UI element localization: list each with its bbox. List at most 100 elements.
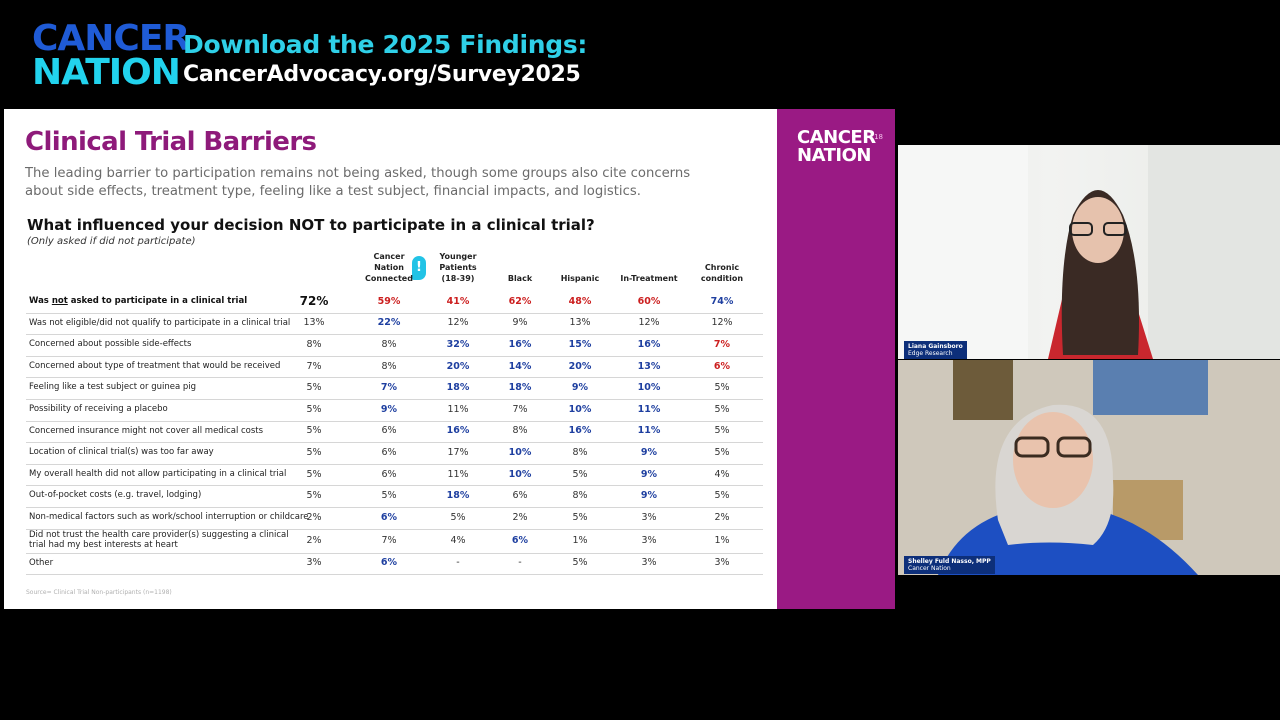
- row-value: 6%: [381, 468, 397, 480]
- column-header-line3: Hispanic: [560, 274, 600, 283]
- row-value: 22%: [377, 317, 401, 329]
- row-value: 7%: [512, 403, 528, 415]
- participant-org: Edge Research: [908, 350, 953, 357]
- row-value: 11%: [447, 403, 469, 415]
- row-value: 18%: [446, 382, 470, 394]
- row-value: 5%: [572, 511, 588, 523]
- row-value: 16%: [446, 425, 470, 437]
- table-row: Concerned about type of treatment that w…: [26, 356, 763, 379]
- row-value: 14%: [508, 360, 532, 372]
- video-tile-speaker-2[interactable]: Shelley Fuld Nasso, MPP Cancer Nation: [898, 360, 1280, 575]
- row-value: 17%: [447, 446, 469, 458]
- row-label: Location of clinical trial(s) was too fa…: [29, 447, 214, 458]
- table-row: Possibility of receiving a placebo 5% 9% 11…: [26, 399, 763, 422]
- row-value: 18%: [446, 490, 470, 502]
- row-value: 2%: [512, 511, 528, 523]
- slide-side-panel: CANCER NATION 18: [777, 109, 895, 609]
- row-total-value: 5%: [306, 490, 322, 502]
- row-value: 10%: [508, 446, 532, 458]
- row-value: 11%: [447, 468, 469, 480]
- row-value: 10%: [568, 403, 592, 415]
- banner-url: CancerAdvocacy.org/Survey2025: [183, 62, 581, 87]
- row-total-value: 5%: [306, 446, 322, 458]
- row-value: 3%: [641, 511, 657, 523]
- row-total-value: 5%: [306, 468, 322, 480]
- row-value: 5%: [381, 490, 397, 502]
- logo-line1: CANCER: [32, 18, 190, 59]
- row-value: 7%: [713, 338, 731, 350]
- survey-question: What influenced your decision NOT to par…: [27, 216, 595, 234]
- row-value: 1%: [572, 534, 588, 546]
- row-label: Was not asked to participate in a clinic…: [29, 296, 248, 306]
- row-value: 5%: [572, 557, 588, 569]
- column-header-line2: Chronic: [704, 263, 740, 272]
- row-total-value: 7%: [306, 360, 322, 372]
- table-row: Was not eligible/did not qualify to part…: [26, 313, 763, 336]
- row-value: 5%: [714, 446, 730, 458]
- row-total-value: 8%: [306, 338, 322, 350]
- row-value: 6%: [713, 360, 731, 372]
- side-logo-line2: NATION: [797, 145, 871, 166]
- row-label: Did not trust the health care provider(s…: [29, 529, 289, 550]
- column-header-line2: [615, 262, 683, 273]
- column-header-line3: Black: [507, 274, 533, 283]
- row-value: -: [456, 557, 460, 569]
- table-row: Concerned insurance might not cover all …: [26, 421, 763, 444]
- row-value: 11%: [637, 425, 661, 437]
- row-value: 12%: [711, 317, 733, 329]
- row-value: 16%: [508, 338, 532, 350]
- participant-video-1: [898, 145, 1280, 359]
- row-value: 20%: [446, 360, 470, 372]
- row-total-value: 5%: [306, 425, 322, 437]
- row-value: 6%: [512, 490, 528, 502]
- slide-title: Clinical Trial Barriers: [25, 127, 317, 157]
- exclamation-flag-icon: !: [412, 256, 426, 280]
- row-value: 6%: [511, 534, 529, 546]
- row-value: 9%: [640, 490, 658, 502]
- row-label: Feeling like a test subject or guinea pi…: [29, 382, 197, 393]
- row-value: 10%: [508, 468, 532, 480]
- row-value: 18%: [508, 382, 532, 394]
- column-header-line2: Nation: [374, 263, 404, 272]
- row-value: 59%: [377, 295, 401, 307]
- row-value: 9%: [512, 317, 528, 329]
- row-value: 6%: [380, 557, 398, 569]
- row-value: 15%: [568, 338, 592, 350]
- row-value: 3%: [641, 534, 657, 546]
- row-label: Concerned insurance might not cover all …: [29, 425, 264, 436]
- row-value: 8%: [381, 360, 397, 372]
- column-header: Black: [486, 251, 554, 284]
- column-header-line2: Patients: [439, 263, 477, 272]
- row-value: 13%: [637, 360, 661, 372]
- side-logo: CANCER NATION: [797, 129, 876, 165]
- column-header-line3: In-Treatment: [620, 274, 678, 283]
- column-header: Younger Patients (18-39): [424, 251, 492, 284]
- row-value: 16%: [568, 425, 592, 437]
- row-label: Non-medical factors such as work/school …: [29, 512, 309, 522]
- row-value: 3%: [714, 557, 730, 569]
- row-total-value: 2%: [306, 511, 322, 523]
- column-header: Chronic condition: [688, 251, 756, 284]
- row-value: 4%: [450, 534, 466, 546]
- row-value: 12%: [447, 317, 469, 329]
- row-value: 8%: [572, 490, 588, 502]
- row-value: 11%: [637, 403, 661, 415]
- table-row: Concerned about possible side-effects 8% 8…: [26, 334, 763, 357]
- participant-nametag-2: Shelley Fuld Nasso, MPP Cancer Nation: [904, 556, 995, 574]
- column-header: Cancer Nation Connected: [355, 251, 423, 284]
- table-row: My overall health did not allow particip…: [26, 464, 763, 487]
- row-value: 1%: [714, 534, 730, 546]
- row-value: 5%: [714, 425, 730, 437]
- column-header-line2: [486, 262, 554, 273]
- row-value: 9%: [380, 403, 398, 415]
- presentation-slide: Clinical Trial Barriers The leading barr…: [4, 109, 777, 609]
- video-tile-speaker-1[interactable]: Liana Gainsboro Edge Research: [898, 145, 1280, 359]
- row-value: 9%: [571, 382, 589, 394]
- row-value: 6%: [381, 425, 397, 437]
- row-value: 16%: [637, 338, 661, 350]
- column-header-line1: [546, 251, 614, 262]
- row-value: 74%: [710, 295, 734, 307]
- row-value: 3%: [641, 557, 657, 569]
- table-row: Other 3% 6% - - 5% 3% 3%: [26, 553, 763, 576]
- column-header-line1: [486, 251, 554, 262]
